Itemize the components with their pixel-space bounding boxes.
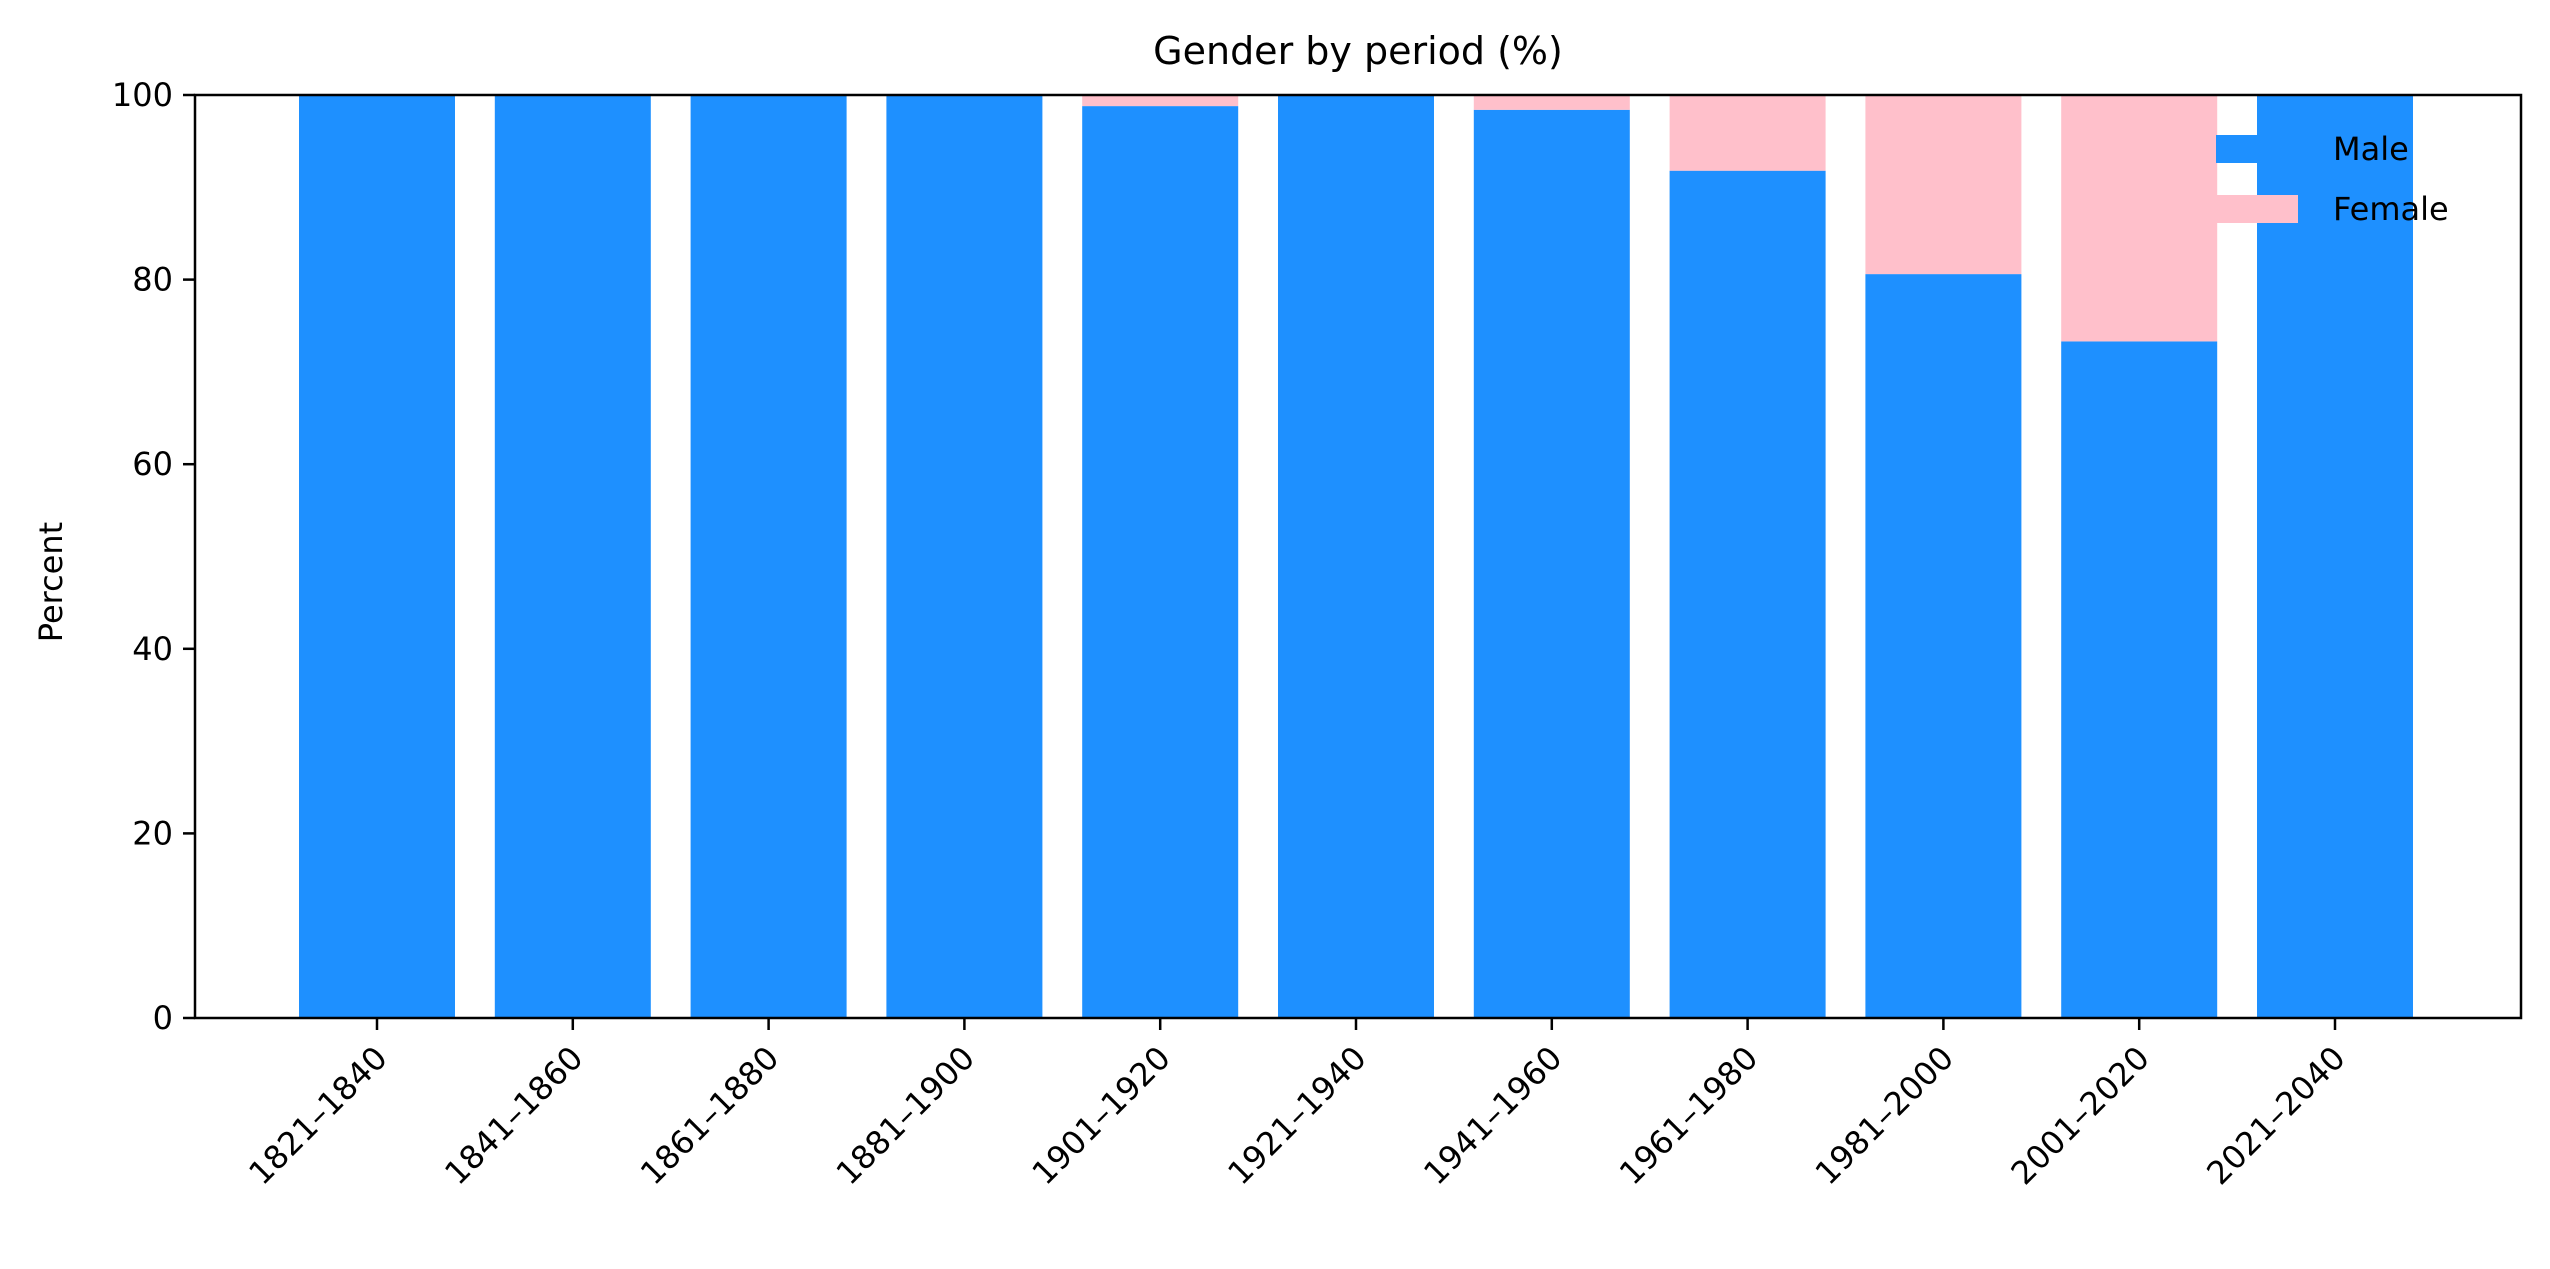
bar-female-8 <box>1865 95 2022 275</box>
bar-male-10 <box>2257 95 2413 1018</box>
bar-female-7 <box>1669 95 1826 171</box>
bar-female-9 <box>2061 95 2218 342</box>
legend: Male Female <box>2216 130 2449 228</box>
plot-frame <box>193 93 2523 1020</box>
bar-male-4 <box>1082 106 1239 1019</box>
bar-male-3 <box>886 95 1043 1018</box>
chart-title: Gender by period (%) <box>1153 29 1563 73</box>
y-axis-label: Percent <box>32 522 70 642</box>
legend-label-female: Female <box>2333 190 2449 228</box>
bar-male-1 <box>494 95 651 1018</box>
bar-male-6 <box>1473 109 1630 1019</box>
y-tick-label-0: 0 <box>153 999 173 1037</box>
y-tick-label-60: 60 <box>132 445 173 483</box>
bar-male-0 <box>299 95 455 1018</box>
y-tick-label-20: 20 <box>132 814 173 852</box>
bar-male-7 <box>1669 170 1826 1018</box>
y-tick-label-40: 40 <box>132 630 173 668</box>
y-tick-label-80: 80 <box>132 261 173 299</box>
y-tick-label-100: 100 <box>112 76 173 114</box>
bar-female-4 <box>1082 95 1239 107</box>
bar-female-6 <box>1473 95 1630 110</box>
bar-male-5 <box>1278 95 1434 1018</box>
legend-label-male: Male <box>2333 130 2409 168</box>
legend-swatch-male <box>2216 135 2298 163</box>
bars-group <box>299 95 2413 1019</box>
bar-male-9 <box>2061 341 2218 1018</box>
bar-male-8 <box>1865 274 2022 1019</box>
legend-swatch-female <box>2216 195 2298 223</box>
y-axis: 0 20 40 60 80 100 <box>112 76 195 1037</box>
bar-male-2 <box>690 95 847 1018</box>
